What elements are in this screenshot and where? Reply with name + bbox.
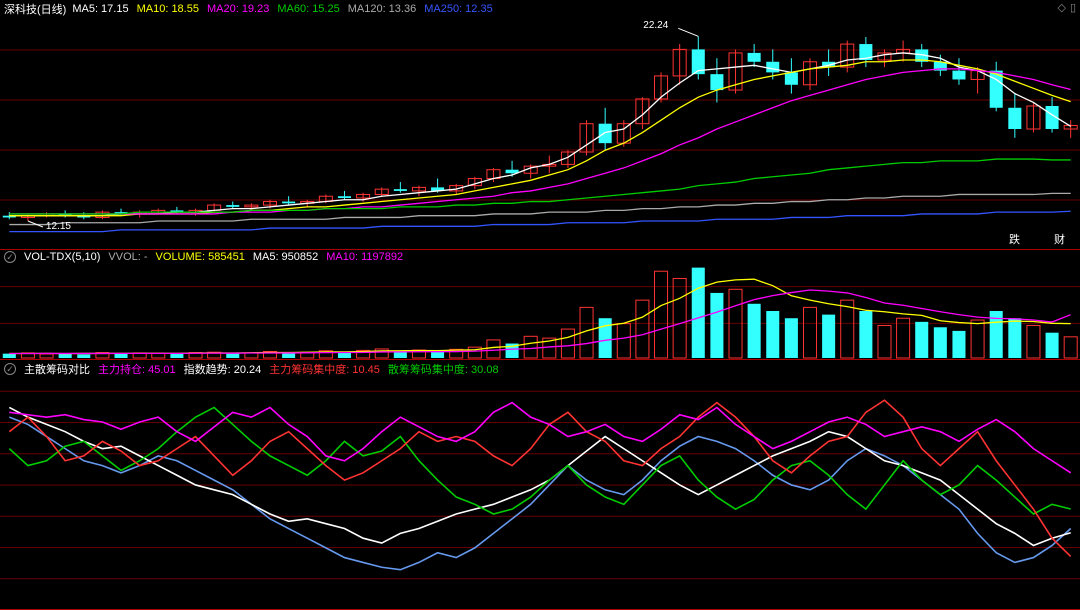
panel-controls: ◇ ▯ <box>1057 1 1076 14</box>
chart-badge[interactable]: 跌 <box>1009 231 1020 247</box>
restore-icon[interactable]: ◇ <box>1057 1 1065 14</box>
close-icon[interactable]: ▯ <box>1070 1 1076 14</box>
chart-title: 深科技(日线) <box>4 1 66 17</box>
indicator-header: ✓ 主散筹码对比主力持仓: 45.01指数趋势: 20.24主力筹码集中度: 1… <box>4 361 507 377</box>
collapse-icon[interactable]: ✓ <box>4 251 16 263</box>
price-high-label: 22.24 <box>643 20 668 31</box>
price-low-label: 12.15 <box>46 221 71 232</box>
indicator-chart-panel[interactable]: ✓ 主散筹码对比主力持仓: 45.01指数趋势: 20.24主力筹码集中度: 1… <box>0 360 1080 610</box>
ma-legend: MA5: 17.15MA10: 18.55MA20: 19.23MA60: 15… <box>72 3 500 15</box>
volume-chart-panel[interactable]: ✓ VOL-TDX(5,10)VVOL: -VOLUME: 585451MA5:… <box>0 250 1080 360</box>
collapse-icon[interactable]: ✓ <box>4 363 16 375</box>
price-header: 深科技(日线) MA5: 17.15MA10: 18.55MA20: 19.23… <box>4 1 501 17</box>
chart-badge[interactable]: 财 <box>1054 231 1065 247</box>
volume-header: ✓ VOL-TDX(5,10)VVOL: -VOLUME: 585451MA5:… <box>4 251 411 263</box>
price-chart-panel[interactable]: 深科技(日线) MA5: 17.15MA10: 18.55MA20: 19.23… <box>0 0 1080 250</box>
